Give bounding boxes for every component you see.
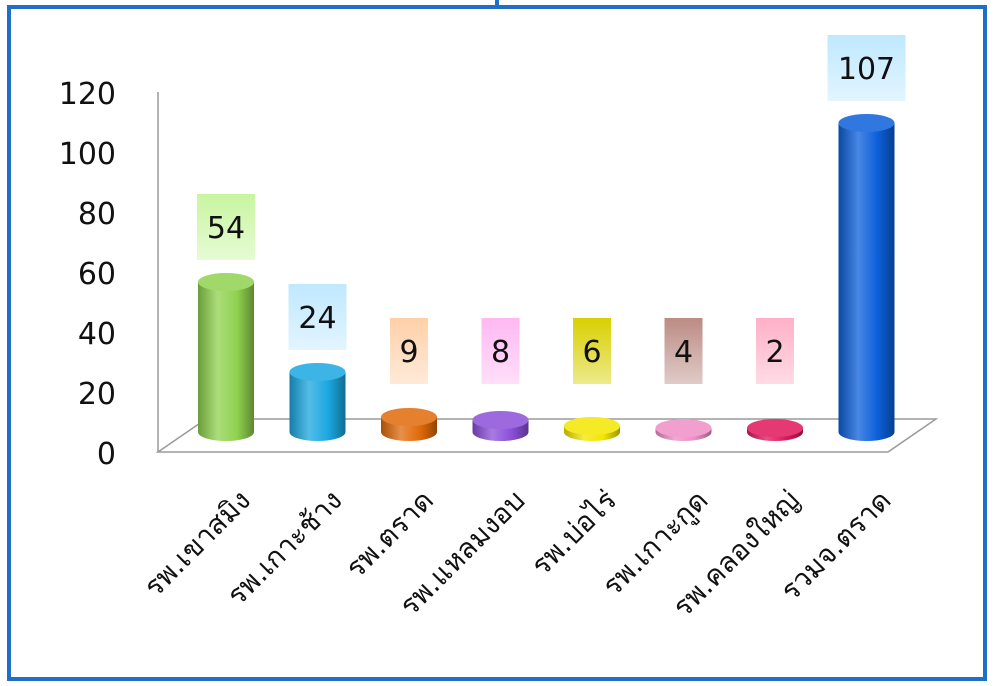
y-tick-label: 120 xyxy=(59,77,116,112)
floor-plane xyxy=(155,418,939,453)
bar-top xyxy=(198,273,254,291)
data-label-text: 6 xyxy=(582,335,601,370)
bar-top xyxy=(381,408,437,426)
y-tick-label: 80 xyxy=(78,197,116,232)
bars xyxy=(198,114,895,441)
bar xyxy=(655,419,712,441)
data-label-text: 54 xyxy=(207,211,245,246)
y-tick-label: 60 xyxy=(78,257,116,292)
y-tick-label: 100 xyxy=(59,137,116,172)
data-label: 6 xyxy=(573,318,611,384)
bar-body xyxy=(289,372,346,441)
bar-top xyxy=(472,411,529,429)
data-label: 9 xyxy=(390,318,428,384)
bar-top xyxy=(564,417,620,435)
data-label-text: 9 xyxy=(399,335,418,370)
data-label-box xyxy=(288,284,347,350)
bar-top xyxy=(655,419,712,437)
bar xyxy=(289,363,346,441)
bar-body xyxy=(198,282,254,441)
data-label-text: 24 xyxy=(298,301,336,336)
bar-top xyxy=(289,363,346,381)
y-tick-label: 40 xyxy=(78,317,116,352)
bar xyxy=(564,417,620,441)
data-label: 2 xyxy=(756,318,794,384)
bar xyxy=(381,408,437,441)
data-label: 8 xyxy=(481,318,520,384)
data-label-box xyxy=(481,318,520,384)
data-label-box xyxy=(573,318,611,384)
bar-top xyxy=(838,114,895,132)
data-label-box xyxy=(390,318,428,384)
data-label: 54 xyxy=(197,194,255,260)
bar xyxy=(198,273,254,441)
data-label-box xyxy=(827,35,906,101)
data-label: 24 xyxy=(288,284,347,350)
bar xyxy=(747,419,803,441)
data-labels: 54 24 9 8 6 4 2 107 xyxy=(197,35,906,384)
bar-top xyxy=(747,419,803,437)
data-label-box xyxy=(197,194,255,260)
data-label: 4 xyxy=(664,318,703,384)
data-label-text: 2 xyxy=(765,335,784,370)
bar-body xyxy=(838,123,895,441)
y-tick-label: 0 xyxy=(97,437,116,472)
data-label-text: 8 xyxy=(491,335,510,370)
data-label-box xyxy=(664,318,703,384)
data-label-box xyxy=(756,318,794,384)
data-label-text: 107 xyxy=(838,52,895,87)
bar xyxy=(838,114,895,441)
bar xyxy=(472,411,529,441)
y-tick-label: 20 xyxy=(78,377,116,412)
data-label: 107 xyxy=(827,35,906,101)
data-label-text: 4 xyxy=(674,335,693,370)
axes: 0 20 40 60 80 100 120 xyxy=(59,77,939,472)
